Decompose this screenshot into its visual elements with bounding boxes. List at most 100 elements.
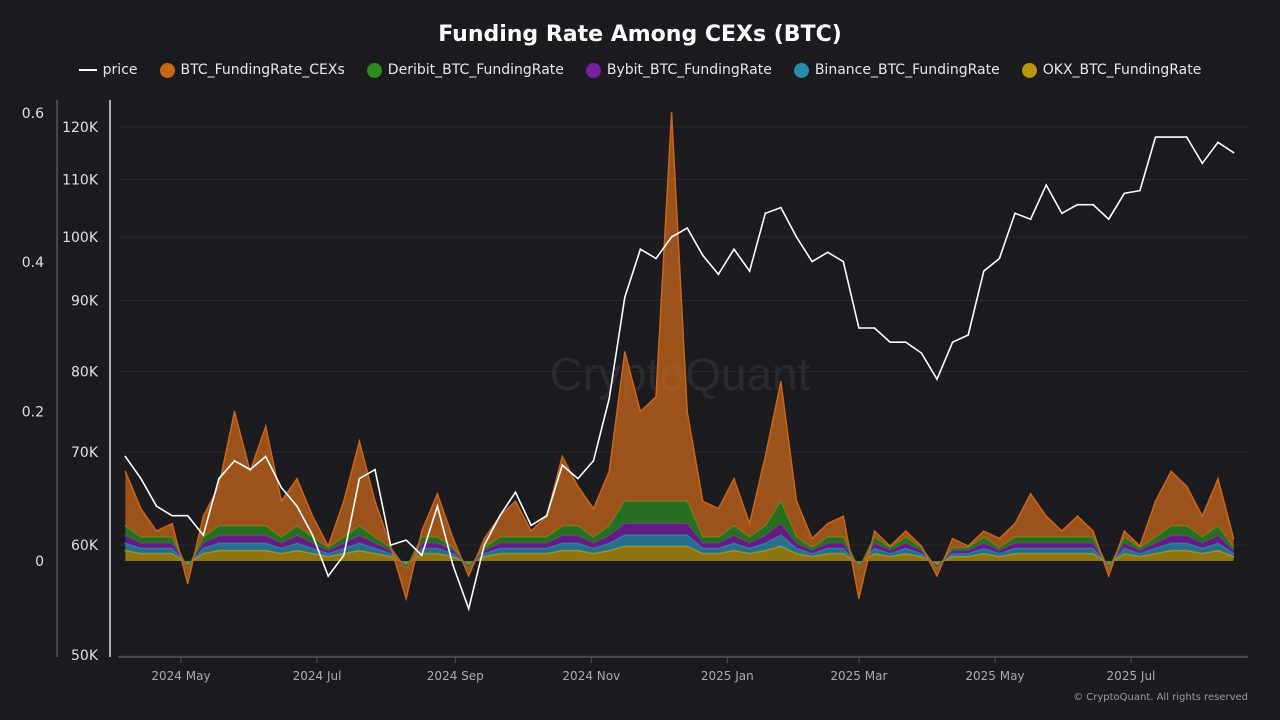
price-point [1201,162,1204,165]
price-tick-label: 100K [62,230,99,246]
copyright: © CryptoQuant. All rights reserved [1073,692,1248,703]
price-point [764,212,767,215]
legend-item-deribit[interactable]: Deribit_BTC_FundingRate [366,62,564,78]
price-point [280,486,283,489]
price-point [639,248,642,250]
point-btc-fundingrate-cexs [780,380,782,383]
point-btc-fundingrate-cexs [1170,470,1172,473]
price-point [405,539,408,541]
legend-item-binance[interactable]: Binance_BTC_FundingRate [793,62,1000,78]
price-point [748,270,751,272]
price-point [780,206,782,209]
legend-item-bybit[interactable]: Bybit_BTC_FundingRate [585,62,772,78]
x-tick-label: 2025 Jan [701,669,754,683]
price-point [904,341,907,343]
price-point [702,254,704,257]
point-btc-fundingrate-cexs [826,522,829,525]
price-point [545,514,548,517]
funding-tick-label: 0.6 [22,106,44,122]
price-point [655,257,657,260]
x-tick-label: 2024 Nov [562,669,620,683]
legend-label: Deribit_BTC_FundingRate [387,62,564,78]
price-point [140,477,142,480]
price-point [1232,151,1235,154]
point-btc-fundingrate-cexs [202,515,205,517]
price-point [983,270,985,272]
point-btc-fundingrate-cexs [155,530,158,532]
point-btc-fundingrate-cexs [1076,515,1079,517]
point-btc-fundingrate-cexs [1123,530,1126,532]
point-btc-fundingrate-cexs [186,582,189,585]
price-point [873,327,876,329]
price-point [1170,136,1172,138]
price-point [1061,212,1063,215]
point-btc-fundingrate-cexs [436,492,439,495]
point-btc-fundingrate-cexs [608,470,610,473]
price-point [998,257,1001,260]
point-btc-fundingrate-cexs [327,545,329,547]
point-btc-fundingrate-cexs [967,545,969,547]
point-btc-fundingrate-cexs [795,500,798,503]
price-point [1014,212,1016,215]
point-btc-fundingrate-cexs [639,410,642,413]
price-tick-label: 60K [71,538,99,554]
point-btc-fundingrate-cexs [1029,492,1032,495]
point-btc-fundingrate-cexs [1185,485,1188,488]
price-point [577,477,579,480]
price-point [795,236,798,238]
x-tick-label: 2025 Mar [830,669,887,683]
price-point [155,505,158,507]
point-btc-fundingrate-cexs [530,530,532,532]
funding-tick-label: 0 [35,554,44,570]
price-point [436,505,439,507]
point-btc-fundingrate-cexs [218,485,220,488]
point-btc-fundingrate-cexs [1232,537,1235,540]
point-btc-fundingrate-cexs [296,478,298,480]
legend-item-okx[interactable]: OKX_BTC_FundingRate [1021,62,1201,78]
point-btc-fundingrate-cexs [1061,530,1063,532]
price-point [842,260,845,263]
point-btc-fundingrate-cexs [514,500,517,503]
price-point [311,534,314,536]
price-point [202,534,205,536]
price-point [858,327,860,329]
price-point [951,341,954,343]
price-point [826,251,829,254]
point-btc-fundingrate-cexs [842,515,845,517]
price-line [124,136,1235,612]
price-point [499,514,501,517]
point-btc-fundingrate-cexs [124,470,127,473]
price-point [342,554,345,557]
point-btc-fundingrate-cexs [249,470,251,473]
price-point [967,334,969,336]
point-btc-fundingrate-cexs [140,507,142,510]
point-btc-fundingrate-cexs [561,455,564,458]
point-btc-fundingrate-cexs [311,515,314,517]
x-tick-label: 2024 May [151,669,210,683]
price-point [1154,136,1157,138]
legend-label: Bybit_BTC_FundingRate [606,62,772,78]
price-point [608,397,610,400]
price-point [686,227,689,229]
price-point [1139,189,1141,192]
point-btc-fundingrate-cexs [998,537,1001,540]
price-point [1123,192,1126,195]
point-btc-fundingrate-cexs [1154,500,1157,503]
legend-item-cexs[interactable]: BTC_FundingRate_CEXs [159,62,345,78]
price-tick-label: 90K [71,294,99,310]
price-point [1217,141,1219,144]
point-btc-fundingrate-cexs [811,537,813,540]
chart-title: Funding Rate Among CEXs (BTC) [438,22,842,47]
price-point [592,460,595,462]
point-btc-fundingrate-cexs [264,425,267,428]
price-point [389,544,392,546]
purple-dot-icon [585,62,601,78]
legend-label: BTC_FundingRate_CEXs [180,62,345,78]
price-point [920,352,923,354]
green-dot-icon [366,62,382,78]
legend: price BTC_FundingRate_CEXs Deribit_BTC_F… [0,62,1280,78]
price-point [623,296,626,298]
price-tick-label: 50K [71,648,99,664]
legend-item-price[interactable]: price [78,62,138,78]
point-deribit-btc-fundingrate [1232,546,1235,549]
